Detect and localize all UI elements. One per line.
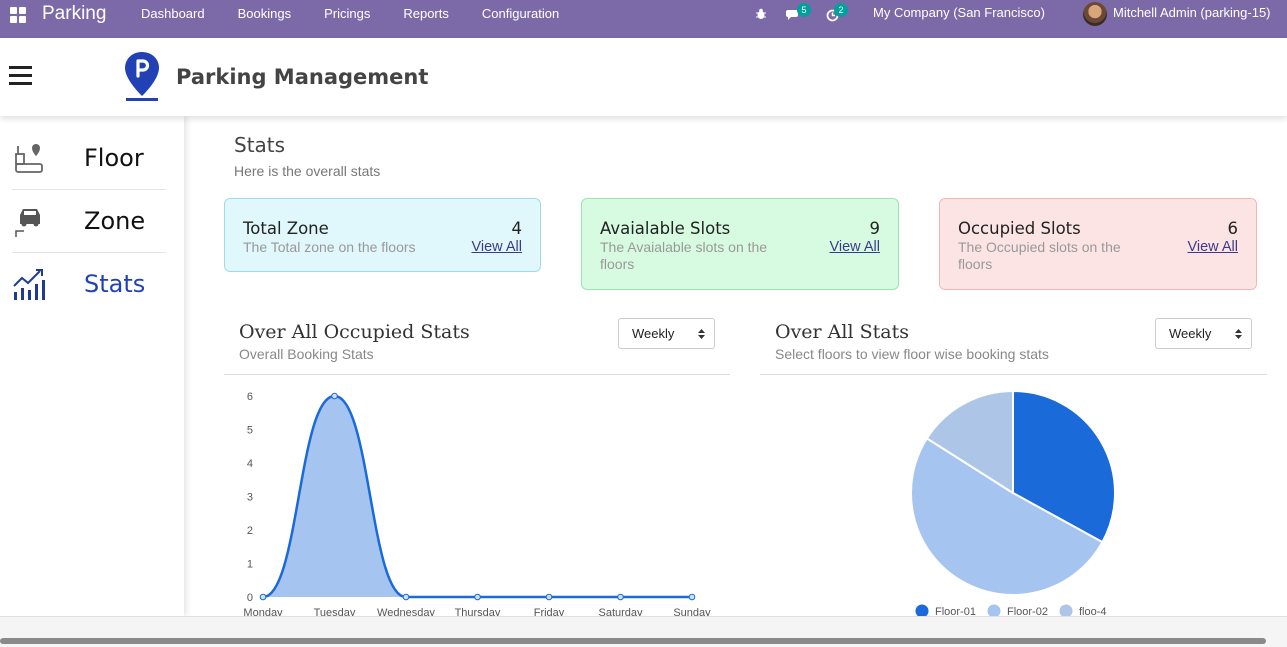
panel-divider	[760, 374, 1267, 375]
occupied-period-select[interactable]: Weekly	[618, 318, 715, 349]
card-description: The Occupied slots on the floors	[958, 239, 1121, 272]
main-menu: Dashboard Bookings Pricings Reports Conf…	[141, 6, 592, 21]
selected-period: Weekly	[632, 326, 675, 341]
series-line	[262, 394, 692, 599]
occupied-slots-card: Occupied Slots 6 The Occupied slots on t…	[939, 198, 1257, 290]
top-navbar: Parking Dashboard Bookings Pricings Repo…	[0, 0, 1287, 38]
card-title: Total Zone	[243, 219, 329, 238]
user-avatar[interactable]	[1083, 2, 1107, 26]
legend-swatch	[987, 604, 1001, 616]
stats-subtitle: Here is the overall stats	[234, 163, 381, 179]
data-point[interactable]	[402, 593, 410, 601]
card-title: Avaialable Slots	[600, 219, 731, 238]
data-point[interactable]	[617, 593, 624, 601]
data-point[interactable]	[545, 593, 553, 601]
overall-period-select[interactable]: Weekly	[1155, 318, 1252, 349]
overall-pie-chart: Floor-01 Floor-02 floo-4	[910, 389, 1116, 616]
card-title: Occupied Slots	[958, 219, 1081, 238]
x-tick-label: Thursday	[455, 607, 501, 616]
occupied-stats-title: Over All Occupied Stats	[239, 321, 470, 343]
selected-period: Weekly	[1169, 326, 1212, 341]
card-count: 6	[1227, 219, 1239, 238]
y-tick-label: 5	[247, 425, 253, 437]
sidebar-item-label: Zone	[84, 207, 146, 235]
menu-item-reports[interactable]: Reports	[403, 6, 449, 21]
pie-slice-floor-01[interactable]	[1012, 389, 1116, 544]
sidebar-item-floor[interactable]: Floor	[12, 128, 166, 190]
legend-label[interactable]: Floor-02	[1007, 606, 1048, 616]
menu-item-pricings[interactable]: Pricings	[324, 6, 371, 21]
view-all-available-link[interactable]: View All	[829, 239, 880, 255]
data-point[interactable]	[474, 593, 481, 601]
horizontal-scrollbar[interactable]	[0, 638, 1266, 644]
page-title: Parking Management	[176, 65, 429, 89]
company-switcher[interactable]: My Company (San Francisco)	[873, 5, 1045, 20]
y-tick-label: 2	[247, 525, 253, 537]
user-menu[interactable]: Mitchell Admin (parking-15)	[1113, 5, 1271, 20]
occupied-stats-subtitle: Overall Booking Stats	[239, 346, 374, 362]
available-slots-card: Avaialable Slots 9 The Avaialable slots …	[581, 198, 899, 290]
stats-chart-icon	[13, 269, 45, 300]
view-all-zones-link[interactable]: View All	[471, 239, 522, 255]
pie-slice-floo-4[interactable]	[925, 389, 1014, 495]
sidebar-item-label: Stats	[84, 270, 146, 298]
x-tick-label: Saturday	[598, 607, 643, 616]
select-caret-icon	[1235, 329, 1242, 339]
menu-item-configuration[interactable]: Configuration	[481, 6, 560, 21]
app-header: Parking Management	[0, 38, 1287, 116]
area-fill	[263, 396, 692, 597]
activities-badge: 2	[834, 3, 848, 17]
debug-bug-icon[interactable]	[755, 8, 767, 20]
x-tick-label: Tuesday	[314, 607, 356, 616]
sidebar: Floor Zone Stats	[0, 116, 184, 616]
data-point[interactable]	[331, 392, 338, 400]
select-caret-icon	[698, 329, 705, 339]
menu-item-dashboard[interactable]: Dashboard	[141, 6, 205, 21]
messages-icon[interactable]	[786, 9, 800, 21]
legend-label[interactable]: Floor-01	[935, 606, 976, 616]
panel-divider	[224, 374, 730, 375]
overall-stats-subtitle: Select floors to view floor wise booking…	[775, 346, 1049, 362]
x-tick-label: Monday	[243, 607, 283, 616]
y-tick-label: 4	[247, 458, 253, 470]
data-point[interactable]	[259, 593, 267, 601]
overall-stats-title: Over All Stats	[775, 321, 909, 343]
data-point[interactable]	[688, 593, 696, 601]
sidebar-item-zone[interactable]: Zone	[12, 191, 166, 253]
legend-label[interactable]: floo-4	[1079, 606, 1107, 616]
parking-logo-icon	[125, 52, 159, 101]
legend-swatch	[1059, 604, 1073, 616]
stats-title: Stats	[234, 133, 286, 157]
x-tick-label: Wednesday	[377, 607, 435, 616]
card-count: 9	[869, 219, 881, 238]
x-tick-label: Sunday	[673, 607, 711, 616]
y-tick-label: 0	[247, 592, 253, 604]
x-tick-label: Friday	[534, 607, 565, 616]
legend-swatch	[915, 604, 929, 616]
view-all-occupied-link[interactable]: View All	[1187, 239, 1238, 255]
y-tick-label: 3	[247, 492, 253, 504]
car-icon	[15, 209, 40, 237]
card-description: The Avaialable slots on the floors	[600, 239, 768, 272]
messages-badge: 5	[797, 3, 811, 17]
card-count: 4	[511, 219, 523, 238]
pie-slice-floor-02[interactable]	[910, 436, 1104, 597]
total-zone-card: Total Zone 4 The Total zone on the floor…	[224, 198, 541, 272]
y-tick-label: 6	[247, 391, 253, 403]
app-brand[interactable]: Parking	[42, 3, 107, 24]
card-description: The Total zone on the floors	[243, 239, 416, 255]
occupied-area-chart: 0 1 2 3 4 5 6 Monday Tuesday Wednesday Thursday Fri…	[243, 391, 711, 616]
sidebar-item-label: Floor	[84, 144, 144, 172]
y-tick-label: 1	[247, 559, 253, 571]
apps-menu-icon[interactable]	[10, 7, 26, 23]
hamburger-menu-icon[interactable]	[9, 66, 32, 86]
sidebar-item-stats[interactable]: Stats	[12, 254, 166, 316]
floor-icon	[15, 144, 43, 173]
menu-item-bookings[interactable]: Bookings	[237, 6, 292, 21]
